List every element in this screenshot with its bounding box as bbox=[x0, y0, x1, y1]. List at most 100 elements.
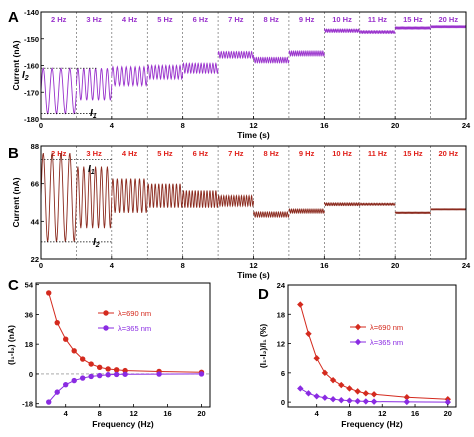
x-tick-label: 16 bbox=[320, 121, 328, 130]
y-axis-title: (I₁-I₂) (nA) bbox=[6, 325, 16, 365]
annotation-i2: I2 bbox=[93, 237, 100, 249]
data-point bbox=[113, 367, 120, 373]
legend-marker bbox=[354, 323, 362, 331]
data-point bbox=[63, 336, 69, 342]
x-tick-label: 4 bbox=[110, 261, 115, 270]
x-tick-label: 4 bbox=[64, 409, 69, 418]
series-line bbox=[48, 373, 202, 403]
data-point bbox=[305, 330, 312, 337]
panel-label-a: A bbox=[8, 9, 19, 26]
panel-b: 2 Hz 3 Hz 4 Hz 5 Hz 6 Hz 7 Hz 8 Hz 9 Hz 10 Hz 11 … bbox=[11, 142, 471, 280]
y-tick-label: 36 bbox=[25, 310, 33, 319]
data-point bbox=[71, 348, 77, 354]
y-tick-label: -170 bbox=[24, 88, 39, 97]
segment-label: 3 Hz bbox=[86, 15, 102, 24]
data-point bbox=[346, 385, 353, 392]
segment-label: 9 Hz bbox=[299, 149, 315, 158]
panel-label-d: D bbox=[258, 286, 269, 303]
segment-label: 15 Hz bbox=[403, 149, 423, 158]
y-tick-label: 6 bbox=[281, 369, 285, 378]
y-tick-label: -140 bbox=[24, 8, 39, 17]
trace-segment bbox=[253, 56, 290, 64]
x-tick-label: 24 bbox=[462, 261, 471, 270]
data-point bbox=[105, 366, 111, 372]
data-point bbox=[63, 381, 69, 388]
data-point bbox=[354, 397, 361, 405]
x-tick-label: 8 bbox=[181, 121, 185, 130]
y-axis-title: Current (nA) bbox=[11, 177, 21, 227]
annotation-i2: I2 bbox=[22, 70, 29, 82]
data-point bbox=[403, 398, 411, 406]
y-tick-label: -150 bbox=[24, 35, 39, 44]
data-point bbox=[370, 398, 378, 405]
segment-label: 2 Hz bbox=[51, 149, 67, 158]
y-tick-label: 0 bbox=[281, 398, 285, 407]
x-tick-label: 24 bbox=[462, 121, 471, 130]
legend-label: λ=690 nm bbox=[370, 323, 403, 332]
data-point bbox=[329, 376, 337, 384]
segment-label: 10 Hz bbox=[332, 15, 352, 24]
data-point bbox=[88, 373, 94, 380]
data-point bbox=[313, 355, 320, 362]
x-tick-label: 4 bbox=[110, 121, 115, 130]
segment-label: 5 Hz bbox=[157, 15, 173, 24]
trace-segment bbox=[394, 211, 432, 215]
x-tick-label: 16 bbox=[163, 409, 171, 418]
y-tick-label: -18 bbox=[22, 400, 33, 409]
data-point bbox=[313, 393, 320, 400]
segment-label: 20 Hz bbox=[438, 15, 458, 24]
data-point bbox=[346, 397, 353, 404]
x-tick-label: 0 bbox=[39, 121, 43, 130]
data-point bbox=[305, 390, 312, 397]
data-point bbox=[46, 399, 52, 405]
segment-label: 7 Hz bbox=[228, 15, 244, 24]
x-tick-label: 12 bbox=[129, 409, 137, 418]
data-point bbox=[54, 389, 60, 395]
y-tick-label: 44 bbox=[31, 217, 40, 226]
data-point bbox=[54, 319, 60, 326]
data-point bbox=[46, 290, 52, 296]
x-tick-label: 16 bbox=[411, 409, 419, 418]
trace-segment bbox=[359, 29, 396, 35]
data-point bbox=[362, 390, 370, 397]
segment-label: 9 Hz bbox=[299, 15, 315, 24]
y-tick-label: 0 bbox=[29, 370, 33, 379]
data-point bbox=[122, 371, 128, 377]
y-tick-label: 24 bbox=[277, 281, 286, 290]
data-point bbox=[370, 391, 378, 398]
segment-label: 11 Hz bbox=[368, 149, 387, 158]
x-tick-label: 8 bbox=[98, 409, 102, 418]
trace-segment bbox=[430, 208, 467, 211]
segment-label: 10 Hz bbox=[332, 149, 352, 158]
y-axis-title: Current (nA) bbox=[11, 40, 21, 90]
trace-segment bbox=[359, 202, 396, 206]
trace-segment bbox=[111, 65, 148, 88]
segment-label: 4 Hz bbox=[122, 149, 138, 158]
x-tick-label: 16 bbox=[320, 261, 328, 270]
y-tick-label: 12 bbox=[277, 340, 285, 349]
x-tick-label: 20 bbox=[391, 121, 399, 130]
y-tick-label: -160 bbox=[24, 62, 39, 71]
y-tick-label: 54 bbox=[25, 281, 34, 290]
trace-segment bbox=[394, 26, 432, 30]
x-tick-label: 20 bbox=[444, 409, 452, 418]
series-line bbox=[299, 304, 448, 400]
x-tick-label: 12 bbox=[378, 409, 386, 418]
segment-label: 20 Hz bbox=[438, 149, 458, 158]
segment-label: 11 Hz bbox=[368, 15, 387, 24]
x-tick-label: 4 bbox=[315, 409, 320, 418]
y-tick-label: 18 bbox=[25, 340, 33, 349]
data-point bbox=[297, 301, 304, 308]
y-axis-title: (I₁-I₂)/I₁ (%) bbox=[258, 324, 268, 368]
segment-label: 3 Hz bbox=[86, 149, 102, 158]
annotation-i1: I1 bbox=[90, 108, 97, 120]
panel-label-c: C bbox=[8, 277, 19, 294]
trace-segment bbox=[111, 178, 148, 213]
data-point bbox=[96, 364, 103, 371]
x-axis-title: Time (s) bbox=[237, 130, 270, 140]
x-tick-label: 12 bbox=[249, 261, 257, 270]
trace-segment bbox=[182, 190, 219, 208]
series-line bbox=[48, 292, 202, 373]
data-point bbox=[297, 385, 304, 392]
